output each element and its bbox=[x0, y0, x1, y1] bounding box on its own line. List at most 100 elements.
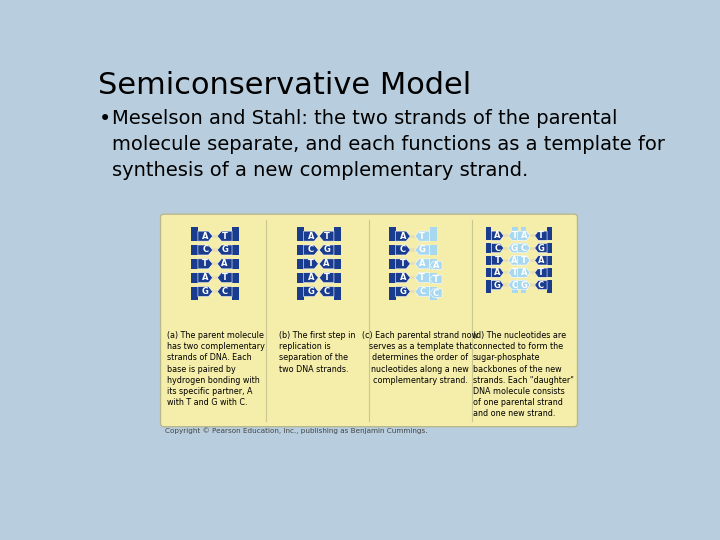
FancyBboxPatch shape bbox=[491, 259, 521, 262]
Text: T: T bbox=[323, 273, 330, 282]
FancyBboxPatch shape bbox=[389, 287, 395, 296]
Polygon shape bbox=[217, 245, 232, 255]
FancyBboxPatch shape bbox=[521, 256, 526, 265]
FancyBboxPatch shape bbox=[512, 244, 518, 253]
FancyBboxPatch shape bbox=[512, 231, 518, 240]
Polygon shape bbox=[395, 287, 410, 296]
Polygon shape bbox=[395, 273, 410, 283]
FancyBboxPatch shape bbox=[389, 273, 395, 283]
Polygon shape bbox=[395, 259, 410, 269]
Polygon shape bbox=[535, 231, 547, 240]
FancyBboxPatch shape bbox=[198, 290, 232, 293]
FancyBboxPatch shape bbox=[334, 287, 341, 296]
Polygon shape bbox=[535, 268, 547, 278]
Text: C: C bbox=[511, 280, 518, 289]
FancyBboxPatch shape bbox=[518, 271, 547, 274]
Polygon shape bbox=[319, 259, 334, 269]
FancyBboxPatch shape bbox=[486, 268, 491, 278]
FancyBboxPatch shape bbox=[297, 245, 304, 255]
FancyBboxPatch shape bbox=[486, 256, 491, 265]
FancyBboxPatch shape bbox=[395, 276, 430, 279]
FancyBboxPatch shape bbox=[389, 231, 395, 241]
FancyBboxPatch shape bbox=[232, 273, 239, 283]
Text: T: T bbox=[512, 231, 518, 240]
Polygon shape bbox=[415, 259, 430, 269]
Text: C: C bbox=[202, 246, 208, 254]
FancyBboxPatch shape bbox=[521, 227, 526, 231]
Text: G: G bbox=[511, 244, 518, 253]
Text: T: T bbox=[419, 273, 426, 282]
Text: T: T bbox=[400, 259, 406, 268]
FancyBboxPatch shape bbox=[334, 273, 341, 283]
Text: T: T bbox=[538, 268, 544, 277]
Polygon shape bbox=[508, 268, 521, 278]
Text: T: T bbox=[433, 275, 438, 284]
FancyBboxPatch shape bbox=[486, 280, 491, 289]
Text: A: A bbox=[308, 232, 315, 241]
FancyBboxPatch shape bbox=[161, 214, 577, 427]
FancyBboxPatch shape bbox=[297, 259, 304, 269]
FancyBboxPatch shape bbox=[334, 231, 341, 241]
FancyBboxPatch shape bbox=[232, 296, 239, 300]
Polygon shape bbox=[518, 256, 530, 265]
FancyBboxPatch shape bbox=[512, 256, 518, 265]
FancyBboxPatch shape bbox=[491, 247, 521, 249]
FancyBboxPatch shape bbox=[486, 244, 491, 253]
FancyBboxPatch shape bbox=[232, 287, 239, 296]
FancyBboxPatch shape bbox=[512, 289, 518, 294]
Polygon shape bbox=[319, 273, 334, 283]
Polygon shape bbox=[491, 268, 504, 278]
Text: Semiconservative Model: Semiconservative Model bbox=[98, 71, 471, 100]
Polygon shape bbox=[198, 231, 212, 241]
FancyBboxPatch shape bbox=[232, 227, 239, 231]
FancyBboxPatch shape bbox=[389, 296, 395, 300]
Polygon shape bbox=[304, 273, 318, 283]
Text: A: A bbox=[419, 259, 426, 268]
FancyBboxPatch shape bbox=[491, 271, 521, 274]
FancyBboxPatch shape bbox=[334, 245, 341, 255]
Text: Copyright © Pearson Education, Inc., publishing as Benjamin Cummings.: Copyright © Pearson Education, Inc., pub… bbox=[165, 428, 428, 434]
Polygon shape bbox=[508, 231, 521, 240]
Text: (d) The nucleotides are
connected to form the
sugar-phosphate
backbones of the n: (d) The nucleotides are connected to for… bbox=[472, 331, 573, 418]
FancyBboxPatch shape bbox=[232, 259, 239, 269]
Text: T: T bbox=[323, 232, 330, 241]
Polygon shape bbox=[491, 231, 504, 240]
FancyBboxPatch shape bbox=[297, 287, 304, 296]
FancyBboxPatch shape bbox=[430, 227, 436, 231]
Text: T: T bbox=[308, 259, 314, 268]
Text: G: G bbox=[537, 244, 544, 253]
FancyBboxPatch shape bbox=[191, 245, 198, 255]
Polygon shape bbox=[217, 287, 232, 296]
Polygon shape bbox=[304, 245, 318, 255]
FancyBboxPatch shape bbox=[547, 231, 552, 240]
Polygon shape bbox=[198, 287, 212, 296]
Text: A: A bbox=[521, 231, 527, 240]
Polygon shape bbox=[535, 256, 547, 265]
Polygon shape bbox=[217, 231, 232, 241]
FancyBboxPatch shape bbox=[486, 227, 491, 231]
Polygon shape bbox=[430, 275, 442, 284]
Polygon shape bbox=[217, 273, 232, 283]
Polygon shape bbox=[198, 245, 212, 255]
Polygon shape bbox=[198, 273, 212, 283]
FancyBboxPatch shape bbox=[430, 287, 436, 296]
FancyBboxPatch shape bbox=[521, 280, 526, 289]
Polygon shape bbox=[395, 245, 410, 255]
Text: T: T bbox=[222, 273, 228, 282]
Text: C: C bbox=[433, 288, 439, 298]
Polygon shape bbox=[430, 261, 442, 269]
Text: T: T bbox=[538, 231, 544, 240]
FancyBboxPatch shape bbox=[232, 231, 239, 241]
Text: A: A bbox=[433, 261, 439, 270]
FancyBboxPatch shape bbox=[430, 296, 436, 300]
Polygon shape bbox=[508, 280, 521, 289]
FancyBboxPatch shape bbox=[518, 247, 547, 249]
FancyBboxPatch shape bbox=[512, 280, 518, 289]
FancyBboxPatch shape bbox=[430, 273, 436, 283]
FancyBboxPatch shape bbox=[297, 231, 304, 241]
FancyBboxPatch shape bbox=[297, 227, 304, 231]
FancyBboxPatch shape bbox=[198, 262, 232, 265]
FancyBboxPatch shape bbox=[430, 231, 436, 241]
Text: C: C bbox=[400, 246, 406, 254]
Text: G: G bbox=[494, 280, 501, 289]
